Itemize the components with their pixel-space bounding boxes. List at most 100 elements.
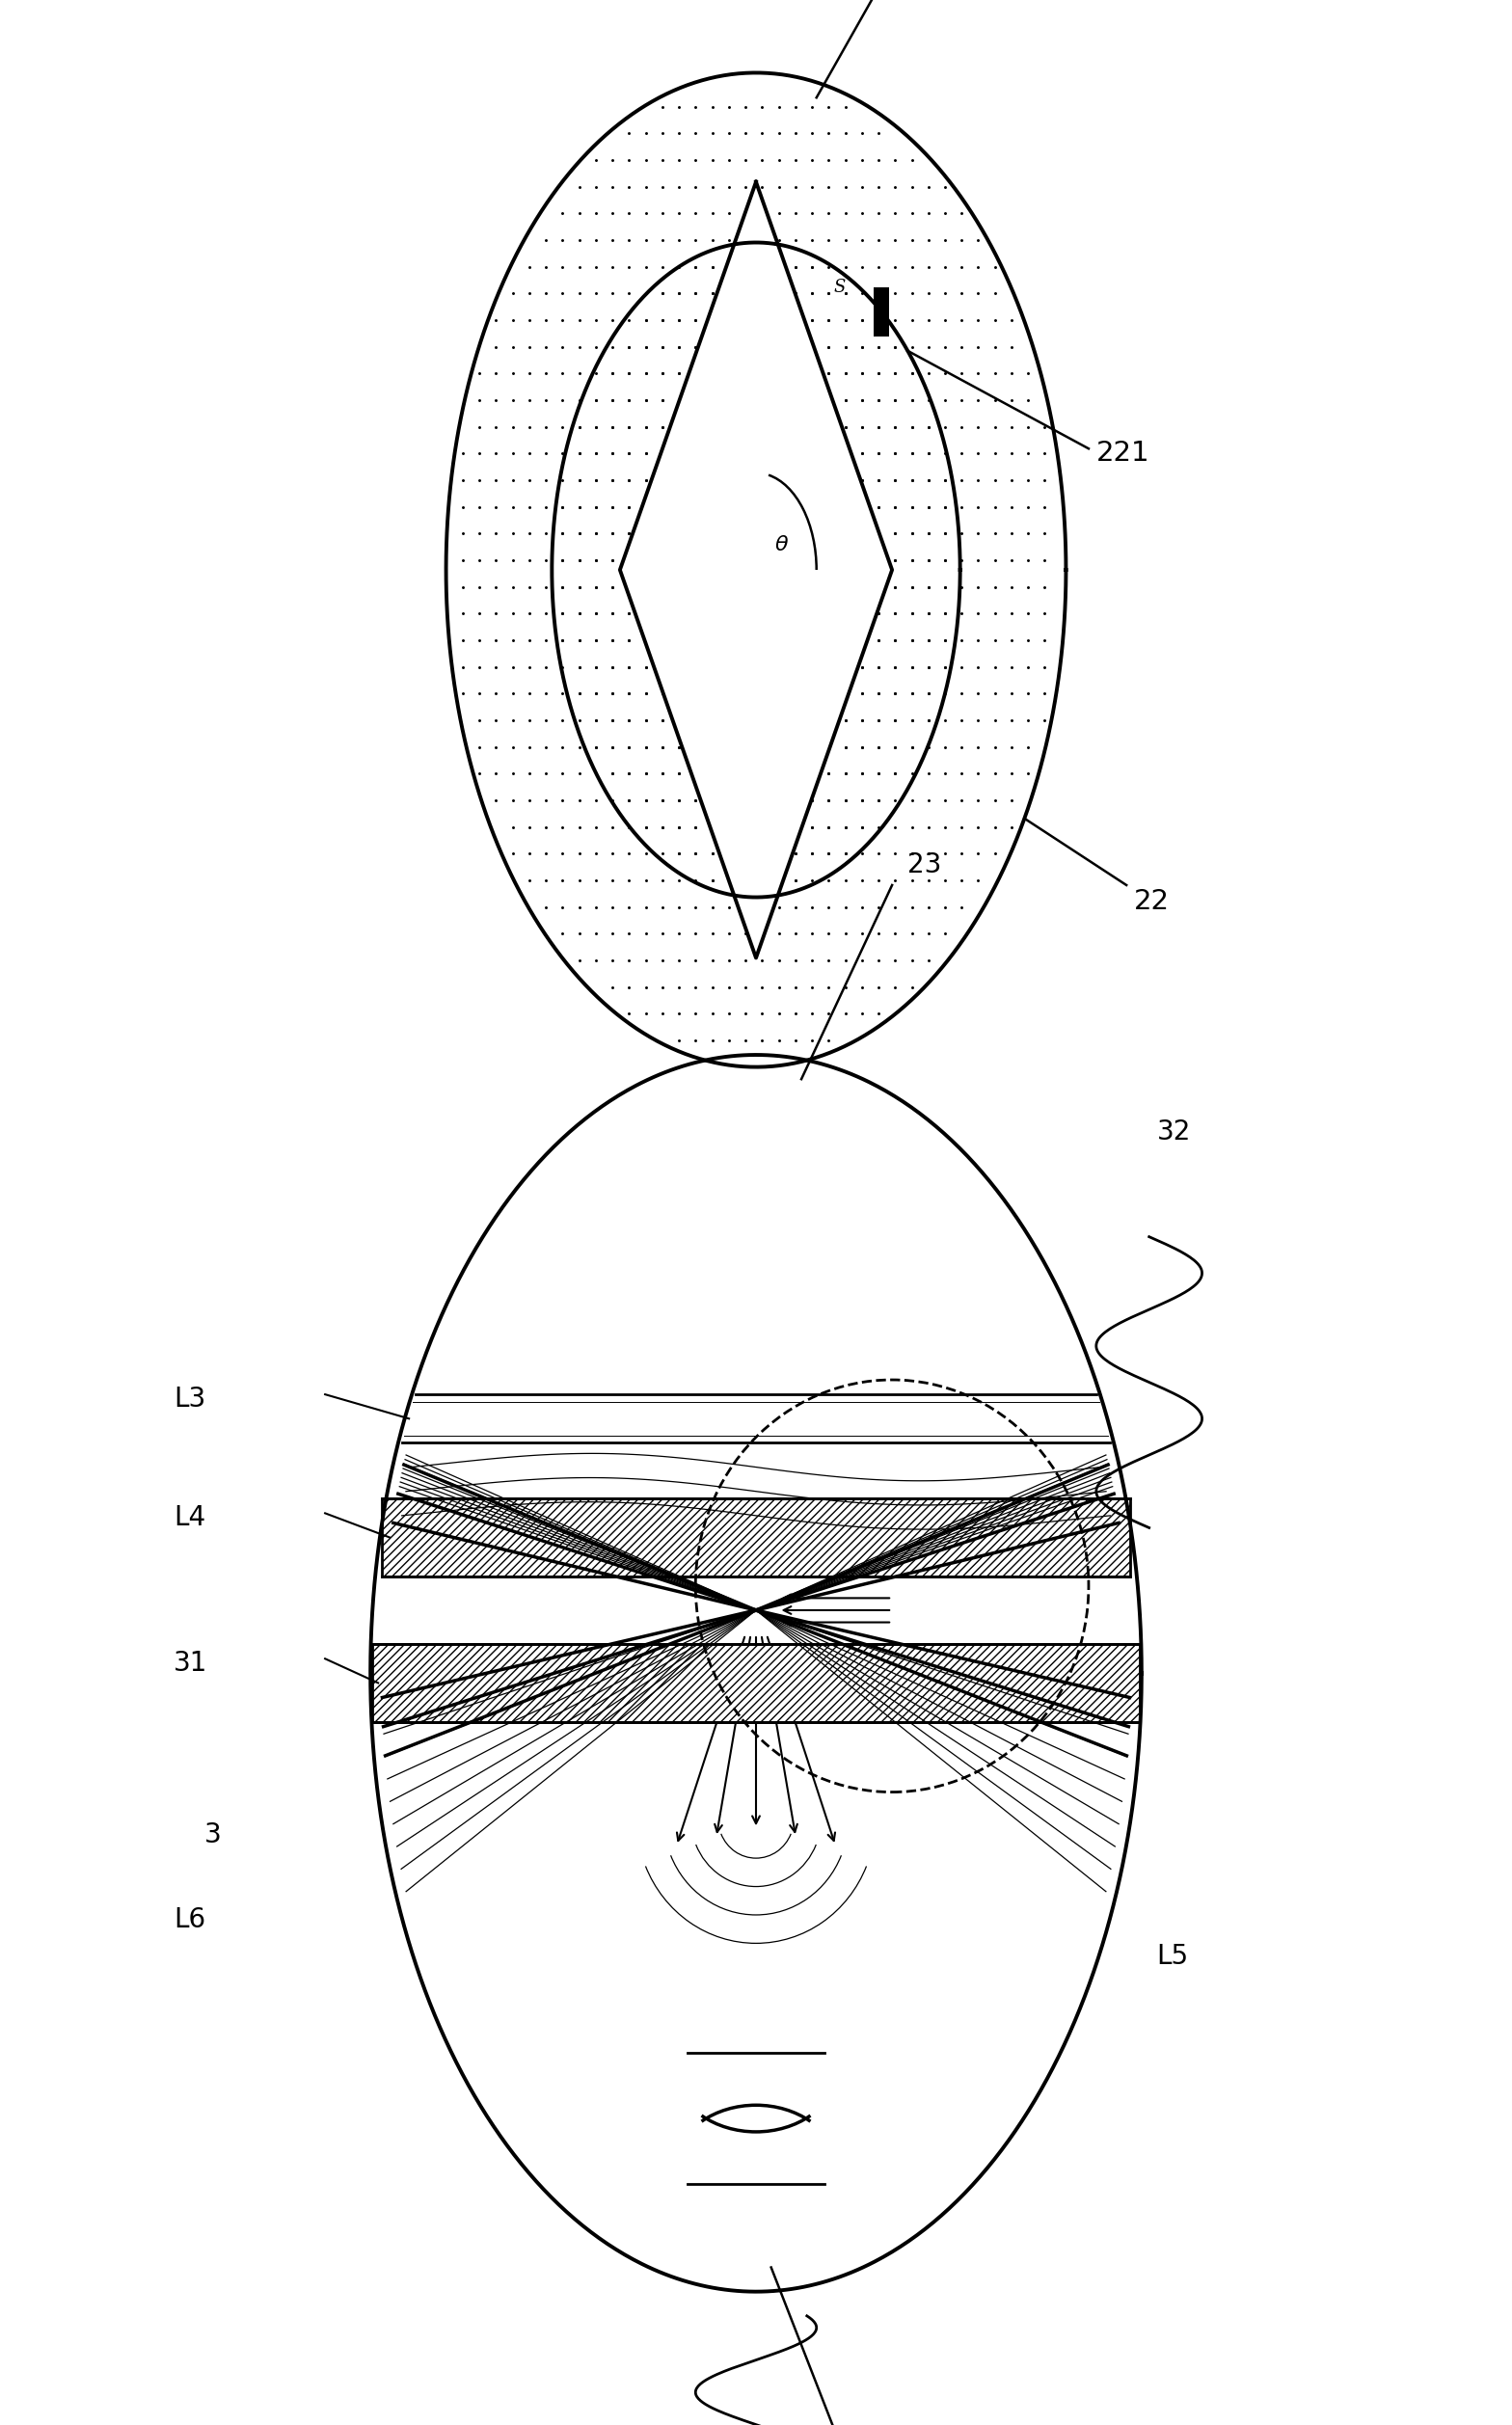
Point	[700, 247, 724, 286]
Point	[850, 167, 874, 206]
Point	[650, 167, 674, 206]
Point	[767, 914, 791, 953]
Point	[617, 407, 641, 446]
Point	[950, 274, 974, 313]
Point	[900, 514, 924, 553]
Point	[650, 354, 674, 393]
Point	[999, 728, 1024, 766]
Point	[467, 594, 491, 633]
Point	[916, 781, 940, 820]
Point	[750, 968, 774, 1006]
Point	[617, 487, 641, 526]
Point	[866, 407, 891, 446]
Point	[667, 1021, 691, 1060]
Point	[866, 274, 891, 313]
Point	[866, 381, 891, 420]
Point	[883, 327, 907, 366]
Point	[999, 701, 1024, 740]
Point	[833, 381, 857, 420]
Point	[600, 487, 624, 526]
Point	[883, 354, 907, 393]
Point	[767, 941, 791, 980]
Point	[584, 461, 608, 500]
Point	[650, 301, 674, 340]
Point	[966, 301, 990, 340]
Point	[550, 434, 575, 473]
Point	[534, 381, 558, 420]
Point	[584, 514, 608, 553]
Point	[933, 541, 957, 580]
Point	[850, 381, 874, 420]
Point	[650, 247, 674, 286]
Point	[667, 994, 691, 1033]
Point	[717, 194, 741, 233]
Point	[883, 487, 907, 526]
Point	[883, 594, 907, 633]
Point	[584, 567, 608, 606]
Point	[617, 354, 641, 393]
Point	[484, 301, 508, 340]
Point	[617, 647, 641, 686]
Point	[617, 381, 641, 420]
Point	[700, 994, 724, 1033]
Point	[900, 914, 924, 953]
Point	[550, 221, 575, 259]
Point	[617, 301, 641, 340]
Point	[883, 434, 907, 473]
Point	[600, 674, 624, 713]
Point	[484, 514, 508, 553]
Point	[584, 354, 608, 393]
Point	[534, 861, 558, 900]
Point	[783, 888, 807, 926]
Point	[650, 728, 674, 766]
Point	[667, 354, 691, 393]
Point	[866, 781, 891, 820]
Point	[933, 434, 957, 473]
Point	[683, 834, 708, 873]
Point	[999, 487, 1024, 526]
Point	[783, 167, 807, 206]
Point	[584, 674, 608, 713]
Point	[866, 221, 891, 259]
Point	[850, 834, 874, 873]
Point	[650, 914, 674, 953]
Point	[700, 247, 724, 286]
Point	[883, 968, 907, 1006]
Point	[683, 1021, 708, 1060]
Point	[1016, 754, 1040, 793]
Point	[517, 541, 541, 580]
Point	[900, 567, 924, 606]
Point	[866, 114, 891, 153]
Point	[500, 541, 525, 580]
Point	[683, 861, 708, 900]
Point	[800, 247, 824, 286]
Point	[800, 781, 824, 820]
Point	[550, 914, 575, 953]
Point	[584, 594, 608, 633]
Point	[650, 274, 674, 313]
Point	[933, 728, 957, 766]
Point	[667, 327, 691, 366]
Point	[667, 381, 691, 420]
Point	[534, 327, 558, 366]
Point	[534, 674, 558, 713]
Point	[650, 728, 674, 766]
Point	[800, 834, 824, 873]
Point	[700, 141, 724, 179]
Point	[883, 647, 907, 686]
Point	[534, 754, 558, 793]
Point	[634, 461, 658, 500]
Point	[900, 354, 924, 393]
Point	[534, 434, 558, 473]
Point	[600, 647, 624, 686]
Point	[850, 647, 874, 686]
Point	[634, 968, 658, 1006]
Point	[634, 461, 658, 500]
Point	[833, 701, 857, 740]
Point	[467, 434, 491, 473]
Point	[467, 514, 491, 553]
Text: 22: 22	[1134, 888, 1170, 914]
Point	[883, 221, 907, 259]
Point	[600, 301, 624, 340]
Point	[850, 674, 874, 713]
